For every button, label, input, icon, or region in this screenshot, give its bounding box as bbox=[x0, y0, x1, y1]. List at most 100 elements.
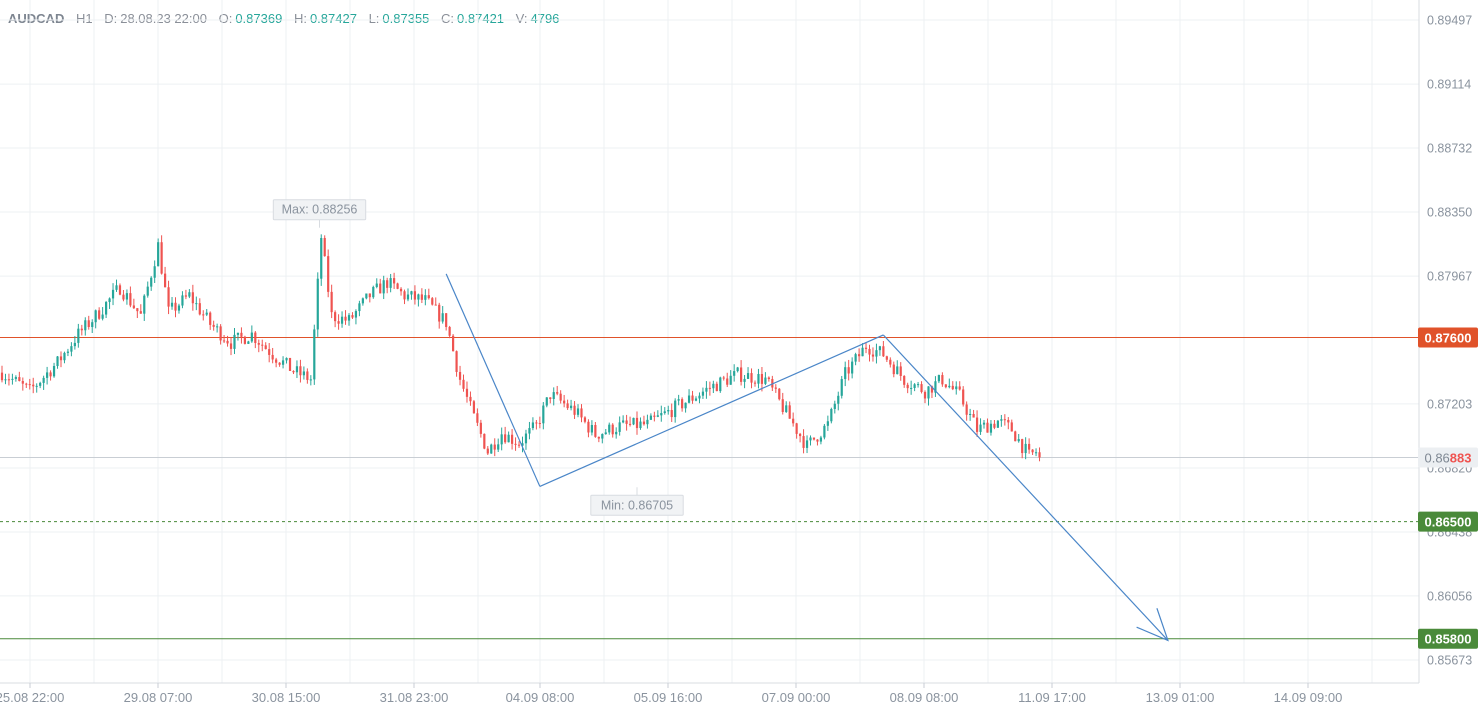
candle-body-down bbox=[868, 348, 871, 355]
candle-body-up bbox=[236, 332, 240, 335]
candle-body-down bbox=[962, 389, 965, 405]
candle-body-down bbox=[18, 377, 21, 382]
level-price-label: 0.86500 bbox=[1425, 514, 1472, 529]
high-value: 0.87427 bbox=[309, 11, 357, 26]
close-label: C: bbox=[441, 11, 455, 26]
candle-body-up bbox=[910, 387, 913, 389]
candle-body-down bbox=[240, 332, 243, 337]
trendlines[interactable] bbox=[445, 273, 1169, 642]
time-tick-label: 04.09 08:00 bbox=[506, 690, 575, 705]
candle-body-up bbox=[590, 425, 593, 433]
price-axis[interactable]: 0.89497 0.89114 0.88732 0.88350 0.87967 0.872… bbox=[1418, 14, 1478, 668]
candle-body-down bbox=[857, 354, 861, 357]
candle-body-up bbox=[46, 372, 49, 378]
candle-body-down bbox=[28, 384, 31, 386]
candle-body-up bbox=[646, 419, 649, 425]
candle-body-down bbox=[802, 436, 805, 448]
candle-body-down bbox=[799, 433, 802, 437]
candle-body-up bbox=[757, 374, 760, 384]
candle-body-down bbox=[351, 315, 354, 318]
current-price-label: 0.86883 bbox=[1424, 450, 1471, 465]
candle-body-up bbox=[604, 432, 607, 435]
candle-body-up bbox=[108, 298, 111, 303]
candle-body-down bbox=[386, 280, 389, 288]
candle-body-up bbox=[826, 421, 829, 426]
level-price-tag bbox=[1418, 511, 1478, 532]
candle-body-up bbox=[937, 375, 940, 382]
candle-body-down bbox=[330, 291, 333, 313]
candle-body-up bbox=[785, 405, 788, 412]
candle-body-down bbox=[556, 392, 559, 394]
candle-body-up bbox=[320, 238, 323, 279]
candle-body-up bbox=[660, 413, 663, 416]
candle-body-up bbox=[809, 437, 812, 441]
candle-body-up bbox=[500, 434, 503, 445]
time-axis[interactable]: 25.08 22:00 29.08 07:00 30.08 15:00 31.08 2… bbox=[0, 682, 1419, 705]
time-tick-label: 07.09 00:00 bbox=[762, 690, 831, 705]
candle-body-up bbox=[497, 444, 500, 450]
candle-body-down bbox=[122, 294, 125, 300]
candle-body-down bbox=[80, 328, 83, 331]
candle-body-down bbox=[812, 437, 816, 440]
candle-body-down bbox=[510, 434, 514, 444]
candle-body-down bbox=[479, 422, 482, 434]
candle-body-up bbox=[233, 334, 236, 349]
candle-body-down bbox=[871, 354, 875, 357]
candle-body-down bbox=[434, 304, 437, 306]
candle-body-down bbox=[413, 291, 417, 300]
candle-body-up bbox=[608, 424, 611, 433]
candle-body-down bbox=[625, 420, 628, 424]
candle-body-down bbox=[278, 362, 281, 365]
candle-body-up bbox=[205, 312, 208, 315]
candle-body-down bbox=[1028, 443, 1031, 450]
candle-body-down bbox=[1038, 452, 1041, 458]
candle-body-down bbox=[226, 340, 229, 344]
level-price-tag bbox=[1418, 628, 1478, 649]
candle-body-down bbox=[202, 314, 205, 316]
candle-body-down bbox=[903, 376, 906, 385]
candle-body-down bbox=[465, 388, 469, 397]
candle-body-down bbox=[337, 321, 340, 324]
candle-body-up bbox=[729, 375, 732, 385]
candle-body-up bbox=[157, 242, 160, 267]
candle-body-down bbox=[212, 324, 215, 327]
candle-body-up bbox=[622, 420, 625, 423]
candle-body-down bbox=[136, 308, 139, 312]
candle-body-down bbox=[635, 417, 639, 429]
candle-body-down bbox=[722, 377, 725, 379]
time-tick-label: 30.08 15:00 bbox=[252, 690, 321, 705]
candle-body-down bbox=[271, 354, 274, 360]
candle-body-down bbox=[257, 343, 260, 345]
candle-body-up bbox=[73, 342, 76, 347]
candle-body-up bbox=[955, 386, 958, 390]
candle-body-down bbox=[514, 443, 517, 445]
candle-body-down bbox=[549, 397, 552, 399]
candle-body-up bbox=[743, 378, 746, 382]
candle-body-up bbox=[143, 295, 146, 314]
candle-body-up bbox=[361, 298, 364, 304]
candle-body-down bbox=[25, 383, 28, 385]
candle-body-down bbox=[469, 396, 472, 402]
date-label: D: bbox=[104, 11, 118, 26]
candle-body-down bbox=[163, 273, 167, 288]
candle-body-down bbox=[1003, 419, 1006, 421]
trend-arrow-head bbox=[1136, 608, 1169, 642]
symbol-name: AUDCAD bbox=[8, 11, 65, 26]
candle-body-down bbox=[59, 356, 63, 361]
candle-body-up bbox=[764, 377, 767, 384]
candle-body-up bbox=[674, 400, 677, 418]
candle-body-down bbox=[563, 400, 566, 404]
candle-body-up bbox=[576, 408, 580, 415]
candle-body-up bbox=[840, 379, 843, 396]
candle-body-down bbox=[483, 433, 486, 449]
candle-body-up bbox=[552, 392, 555, 399]
candle-body-down bbox=[847, 367, 850, 374]
candle-body-down bbox=[243, 336, 246, 344]
trendline-segment bbox=[882, 334, 1169, 641]
candle-body-down bbox=[403, 291, 406, 300]
candle-body-down bbox=[462, 379, 465, 389]
close-readout: C: 0.87421 bbox=[441, 11, 504, 26]
candlesticks bbox=[0, 234, 1041, 462]
candle-body-down bbox=[975, 417, 979, 432]
